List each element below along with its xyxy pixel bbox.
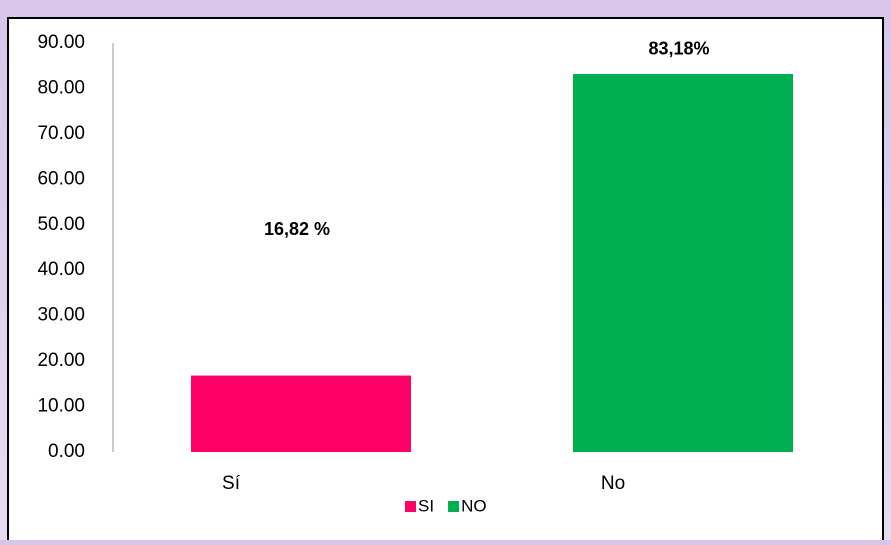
- y-tick-label: 60.00: [37, 168, 85, 189]
- x-tick-label: Sí: [222, 473, 241, 494]
- legend-swatch: [405, 501, 416, 512]
- y-tick-label: 30.00: [37, 305, 85, 326]
- y-tick-label: 10.00: [37, 396, 85, 417]
- y-tick-label: 0.00: [48, 441, 85, 462]
- data-label: 83,18%: [648, 39, 709, 59]
- bar: [191, 375, 411, 452]
- y-tick-label: 40.00: [37, 259, 85, 280]
- legend-label: SI: [418, 496, 434, 515]
- x-tick-label: No: [601, 473, 625, 494]
- y-tick-label: 50.00: [37, 214, 85, 235]
- legend-label: NO: [461, 496, 487, 515]
- y-tick-label: 80.00: [37, 77, 85, 98]
- y-tick-label: 70.00: [37, 123, 85, 144]
- y-tick-label: 20.00: [37, 350, 85, 371]
- data-label: 16,82 %: [264, 219, 330, 239]
- legend-swatch: [448, 501, 460, 512]
- bar: [573, 73, 793, 453]
- y-tick-label: 90.00: [37, 32, 85, 53]
